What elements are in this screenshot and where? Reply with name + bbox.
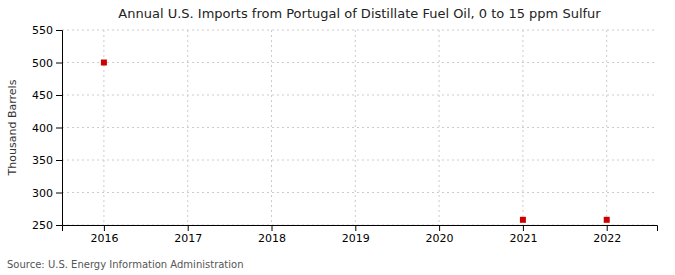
y-axis: 250 300 350 400 450 500 550 (32, 24, 63, 232)
x-tick-label: 2017 (174, 232, 202, 245)
grid-line-y (62, 160, 657, 161)
y-axis-line (56, 31, 63, 226)
point (604, 217, 610, 223)
x-tick-label: 2016 (90, 232, 118, 245)
x-tick: 2016 (90, 225, 118, 245)
x-tick-label: 2018 (258, 232, 286, 245)
x-tick-mark (355, 225, 356, 231)
grid-line-y (62, 192, 657, 193)
x-tick: 2021 (509, 225, 537, 245)
grid-line-y (62, 62, 657, 63)
annotation: Source: U.S. Energy Information Administ… (7, 259, 244, 270)
y-tick-mark (56, 30, 62, 31)
point (101, 60, 107, 66)
x-tick-label: 2020 (426, 232, 454, 245)
y-tick-label: 400 (32, 122, 53, 135)
x-axis-line (63, 226, 658, 232)
x-tick-mark (523, 225, 524, 231)
points (101, 60, 610, 223)
title: Annual U.S. Imports from Portugal of Dis… (118, 6, 601, 21)
grid-line-y (62, 127, 657, 128)
x-tick-mark (188, 225, 189, 231)
point (520, 217, 526, 223)
grid-line-x (355, 30, 356, 225)
y-tick: 300 (32, 187, 62, 200)
y-tick-label: 350 (32, 154, 53, 167)
grid-line-y (62, 30, 657, 31)
y-tick: 250 (32, 219, 62, 232)
y-tick: 450 (32, 89, 62, 102)
y-tick-mark (56, 225, 62, 226)
y-tick-mark (56, 63, 62, 64)
x-tick-label: 2019 (342, 232, 370, 245)
y-tick-label: 500 (32, 57, 53, 70)
x-tick-mark (607, 225, 608, 231)
x-axis: 2016 2017 2018 2019 2020 2021 2022 (63, 225, 658, 245)
y-tick: 500 (32, 57, 62, 70)
x-tick: 2022 (593, 225, 621, 245)
x-tick-mark (104, 225, 105, 231)
chart: 2016 2017 2018 2019 2020 2021 2022 250 300 350 400… (0, 0, 675, 275)
x-tick-label: 2021 (509, 232, 537, 245)
y-tick-mark (56, 193, 62, 194)
y-tick-mark (56, 160, 62, 161)
y-tick-mark (56, 128, 62, 129)
y-tick-label: 250 (32, 219, 53, 232)
grid-line-y (62, 95, 657, 96)
y-tick-label: 300 (32, 187, 53, 200)
y-tick: 550 (32, 24, 62, 37)
y-tick: 400 (32, 122, 62, 135)
x-tick: 2017 (174, 225, 202, 245)
y-axis-title: Thousand Barrels (6, 79, 19, 176)
grid (62, 30, 657, 225)
y-tick-label: 550 (32, 24, 53, 37)
x-tick: 2018 (258, 225, 286, 245)
plot-area: 2016 2017 2018 2019 2020 2021 2022 250 300 350 400… (32, 24, 658, 245)
y-tick-mark (56, 95, 62, 96)
x-tick-label: 2022 (593, 232, 621, 245)
grid-line-x (271, 30, 272, 225)
x-tick-mark (439, 225, 440, 231)
x-tick: 2020 (426, 225, 454, 245)
x-tick: 2019 (342, 225, 370, 245)
y-tick: 350 (32, 154, 62, 167)
x-tick-mark (272, 225, 273, 231)
y-tick-label: 450 (32, 89, 53, 102)
